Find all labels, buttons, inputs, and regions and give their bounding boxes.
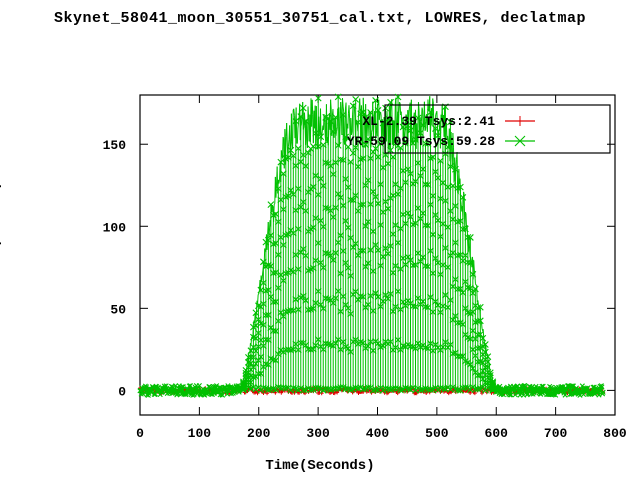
svg-text:700: 700 — [544, 426, 568, 441]
chart-container: Skynet_58041_moon_30551_30751_cal.txt, L… — [0, 0, 640, 480]
svg-text:800: 800 — [603, 426, 627, 441]
svg-text:500: 500 — [425, 426, 449, 441]
svg-text:600: 600 — [485, 426, 509, 441]
svg-text:100: 100 — [103, 220, 127, 235]
svg-text:150: 150 — [103, 138, 127, 153]
svg-text:YR-59.09 Tsys:59.28: YR-59.09 Tsys:59.28 — [347, 134, 495, 149]
svg-text:0: 0 — [136, 426, 144, 441]
svg-text:50: 50 — [110, 302, 126, 317]
svg-text:200: 200 — [247, 426, 271, 441]
y-axis-ticks: 0 50 100 150 — [103, 138, 615, 399]
svg-text:0: 0 — [118, 384, 126, 399]
plot-svg-canvas: 0 100 200 300 400 500 600 700 800 0 50 100 150 XL-2… — [0, 0, 640, 480]
svg-text:400: 400 — [366, 426, 390, 441]
svg-text:XL-2.39 Tsys:2.41: XL-2.39 Tsys:2.41 — [362, 114, 495, 129]
svg-text:100: 100 — [188, 426, 212, 441]
svg-text:300: 300 — [306, 426, 330, 441]
